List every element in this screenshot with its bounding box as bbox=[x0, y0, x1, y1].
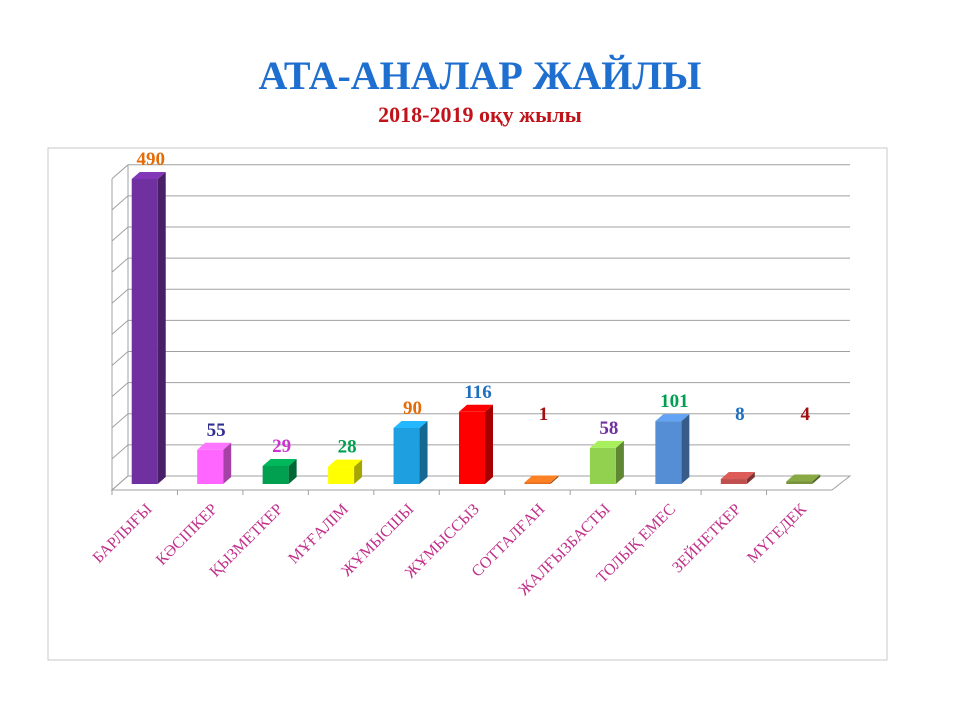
bar bbox=[393, 427, 420, 484]
bar-side bbox=[681, 414, 690, 484]
bar bbox=[589, 447, 616, 484]
data-label: 101 bbox=[660, 391, 689, 412]
bar-side bbox=[223, 442, 232, 484]
bar-side bbox=[485, 404, 493, 484]
bar bbox=[655, 421, 682, 484]
gridline-side bbox=[111, 413, 129, 429]
bar bbox=[786, 481, 813, 484]
bar-side bbox=[288, 458, 297, 484]
gridline-side bbox=[111, 320, 129, 335]
bar-top bbox=[589, 440, 624, 448]
plot-area-border bbox=[47, 147, 888, 661]
gridline-side bbox=[111, 195, 129, 211]
bar-top bbox=[786, 474, 821, 482]
data-label: 58 bbox=[599, 418, 618, 439]
data-label: 28 bbox=[338, 437, 357, 458]
gridline-side bbox=[111, 288, 129, 304]
gridline-side bbox=[111, 444, 129, 460]
bar-side bbox=[550, 475, 559, 484]
data-label: 1 bbox=[539, 404, 549, 425]
bar-side bbox=[157, 172, 166, 484]
bar-top bbox=[720, 472, 755, 480]
bar-top bbox=[262, 458, 297, 466]
gridline-side bbox=[111, 382, 129, 398]
bar-top bbox=[524, 475, 559, 483]
chart-title: АТА-АНАЛАР ЖАЙЛЫ bbox=[258, 53, 702, 98]
bar-top bbox=[655, 414, 690, 422]
data-label: 55 bbox=[207, 420, 226, 441]
chart-subtitle: 2018-2019 оқу жылы bbox=[378, 102, 582, 127]
floor bbox=[110, 475, 852, 491]
data-label: 490 bbox=[136, 149, 165, 170]
bar-side bbox=[419, 420, 428, 484]
bar-top bbox=[328, 459, 363, 467]
bar bbox=[197, 449, 224, 484]
gridline-side bbox=[111, 351, 129, 366]
bar-top bbox=[459, 404, 493, 412]
bar bbox=[131, 179, 158, 484]
bar bbox=[720, 479, 747, 484]
bar-side bbox=[354, 459, 363, 484]
bar-top bbox=[131, 172, 166, 179]
bar bbox=[524, 482, 551, 484]
gridline-side bbox=[111, 226, 129, 242]
bar bbox=[459, 411, 485, 484]
data-label: 8 bbox=[735, 404, 745, 425]
data-label: 90 bbox=[403, 398, 422, 419]
data-label: 29 bbox=[272, 436, 291, 457]
data-label: 4 bbox=[801, 404, 811, 425]
gridline-side bbox=[111, 164, 129, 180]
bar-side bbox=[746, 472, 755, 484]
bar bbox=[328, 466, 355, 484]
data-label: 116 bbox=[464, 382, 491, 403]
bar-top bbox=[393, 420, 428, 428]
gridline-side bbox=[111, 257, 129, 273]
bar-side bbox=[812, 474, 821, 484]
bar-top bbox=[197, 442, 232, 450]
bar bbox=[262, 465, 289, 484]
bar-side bbox=[615, 440, 624, 484]
